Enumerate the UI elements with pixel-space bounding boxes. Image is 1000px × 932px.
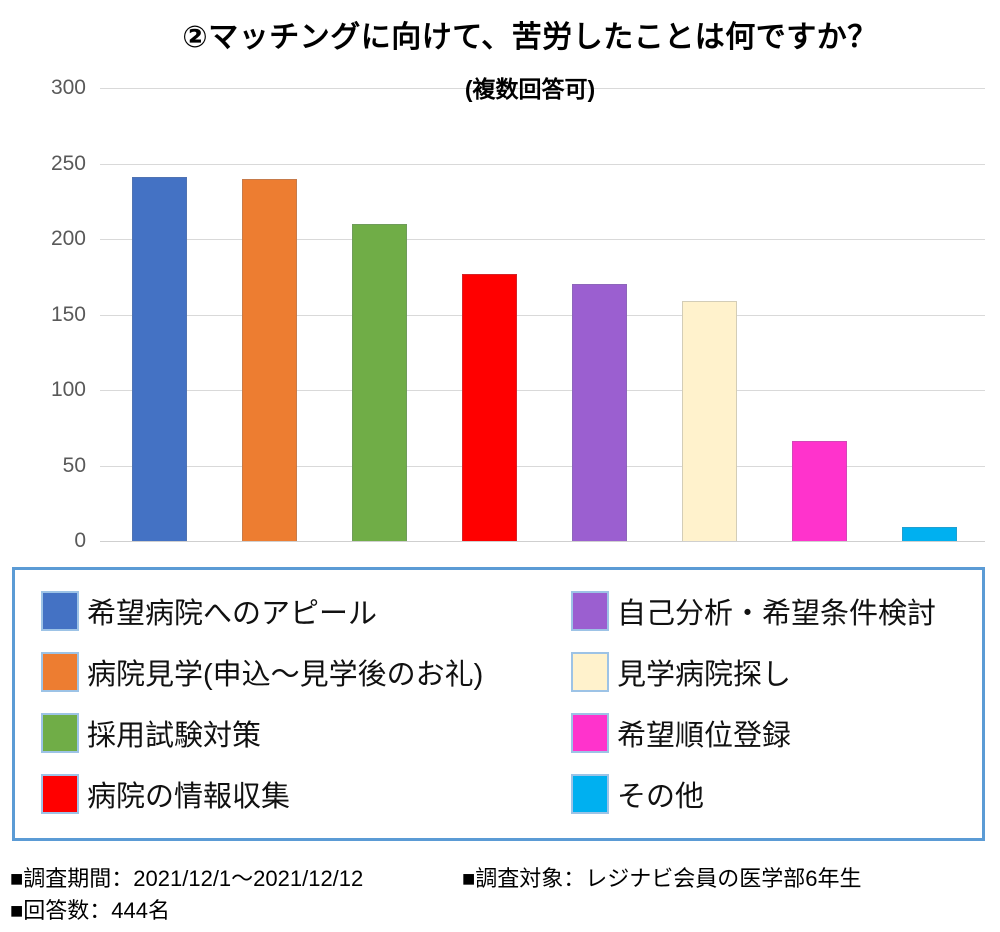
bar xyxy=(572,284,628,541)
y-axis-tick-label: 250 xyxy=(50,151,86,175)
legend-item: 病院見学(申込～見学後のお礼) xyxy=(41,651,571,693)
y-axis-tick-label: 50 xyxy=(62,453,86,477)
bar xyxy=(461,273,517,541)
bar xyxy=(792,441,848,541)
legend-color-swatch xyxy=(571,712,609,753)
legend-label: 自己分析・希望条件検討 xyxy=(617,597,937,630)
survey-period-note: ■調査期間：2021/12/1～2021/12/12 xyxy=(10,866,364,891)
legend-color-swatch xyxy=(41,773,79,814)
legend-label: 病院見学(申込～見学後のお礼) xyxy=(87,658,484,691)
legend-color-swatch xyxy=(571,590,609,631)
legend-item: 見学病院探し xyxy=(571,651,982,693)
legend-item: その他 xyxy=(571,773,982,815)
bar-chart-plot-area: 0 50 100 150 200 250 300 (複数回答可) xyxy=(50,0,985,552)
bar xyxy=(351,223,407,541)
y-axis-tick-label: 300 xyxy=(50,76,86,99)
gridline xyxy=(100,163,985,165)
legend-item: 希望病院へのアピール xyxy=(41,590,571,632)
gridline xyxy=(100,465,985,467)
survey-target-note: ■調査対象：レジナビ会員の医学部6年生 xyxy=(462,866,862,891)
gridline xyxy=(100,541,985,542)
chart-subtitle: (複数回答可) xyxy=(464,76,596,102)
bar xyxy=(131,177,187,541)
legend-item: 採用試験対策 xyxy=(41,712,571,754)
y-axis-tick-label: 100 xyxy=(50,378,86,401)
bar xyxy=(682,300,738,541)
y-axis-tick-label: 0 xyxy=(74,529,86,552)
legend-label: 希望病院へのアピール xyxy=(87,597,378,630)
gridline xyxy=(100,239,985,240)
bar-series xyxy=(104,0,985,541)
y-axis-tick-label: 150 xyxy=(50,302,86,326)
legend-color-swatch xyxy=(571,773,609,814)
legend-item: 希望順位登録 xyxy=(571,712,982,754)
respondent-count-note: ■回答数：444名 xyxy=(10,898,170,923)
legend-color-swatch xyxy=(571,651,609,692)
legend-color-swatch xyxy=(41,590,79,631)
legend-box: 希望病院へのアピール 自己分析・希望条件検討病院見学(申込～見学後のお礼) 見学病院… xyxy=(12,567,985,841)
legend-label: 採用試験対策 xyxy=(87,719,262,752)
legend-item: 自己分析・希望条件検討 xyxy=(571,590,982,632)
bar xyxy=(902,527,958,541)
legend-item: 病院の情報収集 xyxy=(41,773,571,815)
legend-label: 見学病院探し xyxy=(617,658,792,691)
gridline xyxy=(100,390,985,391)
legend-label: 希望順位登録 xyxy=(617,719,792,752)
legend-label: その他 xyxy=(617,780,705,813)
y-axis-tick-label: 200 xyxy=(50,227,86,250)
gridline xyxy=(100,314,985,316)
legend-color-swatch xyxy=(41,712,79,753)
chart-title: ②マッチングに向けて、苦労したことは何ですか？ xyxy=(182,21,878,54)
legend-color-swatch xyxy=(41,651,79,692)
bar xyxy=(241,178,297,541)
gridline xyxy=(100,88,985,89)
legend-label: 病院の情報収集 xyxy=(87,780,291,813)
